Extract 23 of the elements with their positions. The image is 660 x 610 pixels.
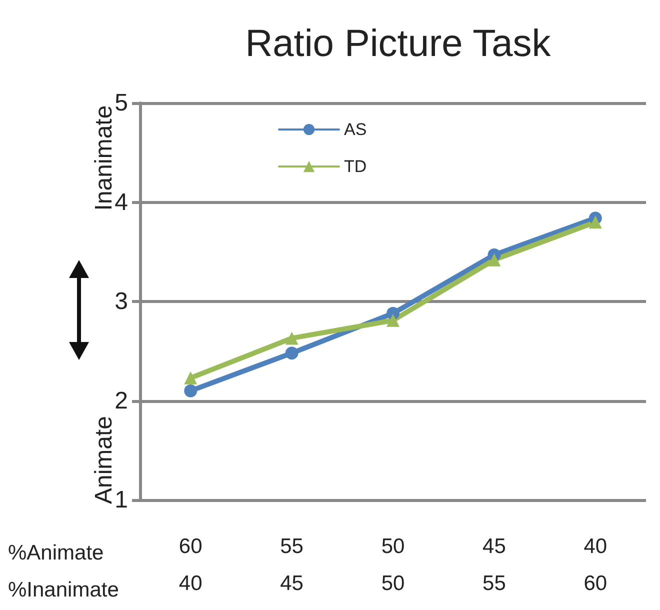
x-tick-label: 60 40: [178, 535, 202, 595]
point: [588, 216, 602, 229]
x-tick-label: 45 55: [482, 535, 506, 595]
legend-label: AS: [344, 120, 367, 139]
text: %Animate: [8, 542, 104, 564]
y-tick-label: 5: [114, 90, 128, 116]
x-tick-label: 40 60: [584, 535, 608, 595]
x-tick-label: 50 50: [381, 535, 405, 595]
y-tick-label: 4: [114, 188, 128, 216]
point: [184, 384, 198, 398]
y-tick-label: 3: [114, 288, 128, 315]
point: [184, 371, 198, 384]
point: [386, 314, 400, 327]
text: Animate: [90, 416, 118, 504]
point: [285, 332, 298, 345]
text: %Inanimate: [8, 578, 119, 602]
chart-title: Ratio Picture Task: [245, 23, 552, 65]
x-tick-label: 55 45: [280, 535, 304, 595]
y-tick-label: 1: [114, 486, 128, 514]
point: [285, 346, 298, 360]
y-tick-label: 2: [114, 387, 128, 414]
legend-label: TD: [344, 157, 367, 176]
point: [488, 253, 501, 266]
